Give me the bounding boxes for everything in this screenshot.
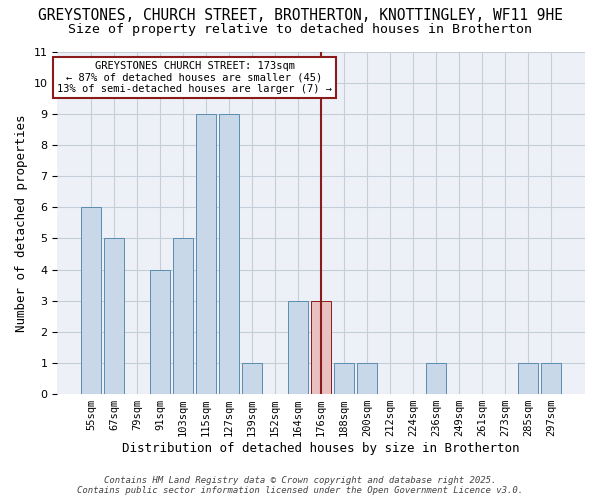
Bar [150, 270, 170, 394]
X-axis label: Distribution of detached houses by size in Brotherton: Distribution of detached houses by size … [122, 442, 520, 455]
Bar [541, 363, 561, 394]
Text: Size of property relative to detached houses in Brotherton: Size of property relative to detached ho… [68, 22, 532, 36]
Bar [173, 238, 193, 394]
Bar [196, 114, 216, 394]
Bar [104, 238, 124, 394]
Bar [220, 114, 239, 394]
Bar [358, 363, 377, 394]
Bar [311, 300, 331, 394]
Bar [289, 300, 308, 394]
Y-axis label: Number of detached properties: Number of detached properties [15, 114, 28, 332]
Bar [518, 363, 538, 394]
Bar [81, 207, 101, 394]
Text: GREYSTONES, CHURCH STREET, BROTHERTON, KNOTTINGLEY, WF11 9HE: GREYSTONES, CHURCH STREET, BROTHERTON, K… [37, 8, 563, 22]
Text: Contains HM Land Registry data © Crown copyright and database right 2025.
Contai: Contains HM Land Registry data © Crown c… [77, 476, 523, 495]
Bar [334, 363, 354, 394]
Bar [242, 363, 262, 394]
Text: GREYSTONES CHURCH STREET: 173sqm
← 87% of detached houses are smaller (45)
13% o: GREYSTONES CHURCH STREET: 173sqm ← 87% o… [57, 61, 332, 94]
Bar [427, 363, 446, 394]
